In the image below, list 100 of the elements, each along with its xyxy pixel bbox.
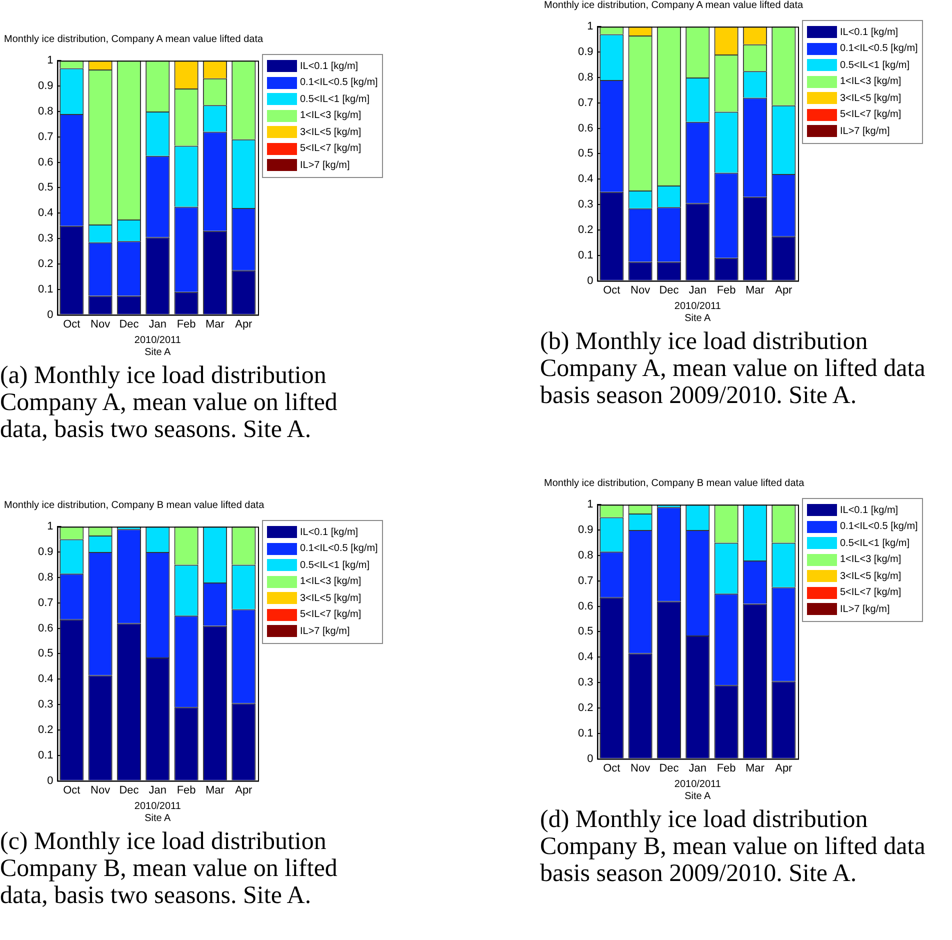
text: (b) Monthly ice load distribution Company A, mean value on lifted data basis season 2009/2010. Site A. [540,328,926,409]
y-tick-label: 0 [47,308,54,321]
legend-label: 5<IL<7 [kg/m] [300,609,362,620]
legend-label: 0.5<IL<1 [kg/m] [840,538,910,549]
x-tick-label: Apr [235,784,253,796]
y-tick-label: 0.1 [38,283,54,296]
chart-title: Monthly ice distribution, Company B mean value lifted data [4,500,266,512]
y-tick-label: 0.4 [578,651,594,664]
legend-label: 5<IL<7 [kg/m] [840,587,902,598]
y-tick-label: 0.2 [38,258,54,270]
legend-label: 3<IL<5 [kg/m] [840,570,902,582]
y-tick-label: 0.9 [38,80,54,92]
y-tick-label: 0.3 [578,198,594,211]
legend-label: IL>7 [kg/m] [300,160,350,171]
y-tick-label: 0 [47,774,54,787]
y-tick-label: 0.7 [578,574,594,587]
y-tick-label: 0.1 [578,727,594,740]
legend-label: 3<IL<5 [kg/m] [300,592,362,604]
y-tick-label: 0.5 [578,626,594,638]
legend-label: 0.1<IL<0.5 [kg/m] [300,543,378,554]
x-axis-title: 2010/2011 Site A [674,778,722,802]
y-tick-label: 1 [47,54,54,67]
y-tick-label: 0.7 [38,596,54,609]
y-tick-label: 0.6 [578,122,594,134]
x-tick-label: Oct [63,784,80,796]
y-tick-label: 1 [587,20,594,33]
y-tick-label: 0.5 [38,182,54,194]
legend-label: 0.5<IL<1 [kg/m] [300,560,370,571]
legend-label: 0.5<IL<1 [kg/m] [300,94,370,105]
x-tick-label: Mar [746,284,765,296]
x-tick-label: Jan [148,318,167,330]
legend-label: 5<IL<7 [kg/m] [840,109,902,120]
x-tick-label: Nov [90,784,111,796]
x-tick-label: Oct [63,318,80,330]
x-tick-label: Mar [746,762,765,774]
y-tick-label: 0.4 [38,207,54,220]
x-tick-label: Mar [206,784,225,796]
text: (d) Monthly ice load distribution Company B, mean value on lifted data basis season 2009/2010. Site A. [540,806,926,887]
legend-label: 5<IL<7 [kg/m] [300,143,362,154]
x-tick-label: Oct [603,762,620,774]
x-tick-label: Dec [119,318,140,330]
y-tick-label: 0.8 [578,71,594,84]
y-tick-label: 1 [47,520,54,533]
y-tick-label: 0.8 [38,571,54,584]
x-axis-title: 2010/2011 Site A [134,334,182,358]
legend-label: 3<IL<5 [kg/m] [840,92,902,104]
y-tick-label: 0.1 [38,749,54,762]
y-tick-label: 0.5 [578,148,594,160]
y-tick-label: 0 [587,752,594,765]
x-tick-label: Nov [630,762,651,774]
x-tick-label: Mar [206,318,225,330]
x-tick-label: Apr [775,762,793,774]
text: (c) Monthly ice load distribution Company B, mean value on lifted data, basis two seasons. Site A. [0,828,338,909]
x-tick-label: Feb [716,762,736,774]
chart-title: Monthly ice distribution, Company B mean value lifted data [544,478,806,490]
legend-label: 0.1<IL<0.5 [kg/m] [300,77,378,88]
y-tick-label: 0.1 [578,249,594,262]
legend-label: 1<IL<3 [kg/m] [300,110,362,122]
y-tick-label: 0 [587,274,594,287]
y-tick-label: 0.6 [38,622,54,634]
y-tick-label: 0.8 [578,549,594,562]
legend-label: IL<0.1 [kg/m] [840,26,898,38]
x-tick-label: Feb [716,284,736,296]
y-tick-label: 0.2 [38,724,54,736]
legend-label: IL>7 [kg/m] [840,126,890,137]
legend-label: 0.1<IL<0.5 [kg/m] [840,521,918,532]
legend-label: IL<0.1 [kg/m] [300,526,358,538]
x-tick-label: Nov [90,318,111,330]
legend-label: 1<IL<3 [kg/m] [840,554,902,566]
x-tick-label: Dec [659,762,680,774]
legend-label: IL>7 [kg/m] [300,626,350,637]
y-tick-label: 0.3 [38,698,54,711]
x-tick-label: Apr [235,318,253,330]
y-tick-label: 0.3 [578,676,594,689]
x-axis-title: 2010/2011 Site A [674,300,722,324]
chart-title: Monthly ice distribution, Company A mean value lifted data [544,0,804,12]
legend-label: IL<0.1 [kg/m] [840,504,898,516]
y-tick-label: 0.2 [578,702,594,714]
y-tick-label: 1 [587,498,594,511]
x-tick-label: Feb [176,784,196,796]
y-tick-label: 0.9 [578,524,594,536]
y-tick-label: 0.6 [578,600,594,612]
x-tick-label: Jan [148,784,167,796]
x-tick-label: Dec [659,284,680,296]
y-tick-label: 0.4 [38,673,54,686]
x-tick-label: Apr [775,284,793,296]
legend-label: 1<IL<3 [kg/m] [300,576,362,588]
y-tick-label: 0.9 [38,546,54,558]
legend-label: IL>7 [kg/m] [840,604,890,615]
x-tick-label: Jan [688,762,707,774]
x-tick-label: Nov [630,284,651,296]
legend-label: 0.5<IL<1 [kg/m] [840,60,910,71]
y-tick-label: 0.8 [38,105,54,118]
x-axis-title: 2010/2011 Site A [134,800,182,824]
x-tick-label: Jan [688,284,707,296]
legend-label: 0.1<IL<0.5 [kg/m] [840,43,918,54]
y-tick-label: 0.5 [38,648,54,660]
x-tick-label: Oct [603,284,620,296]
legend-label: 3<IL<5 [kg/m] [300,126,362,138]
text: (a) Monthly ice load distribution Company A, mean value on lifted data, basis two seasons. Site A. [0,362,338,443]
